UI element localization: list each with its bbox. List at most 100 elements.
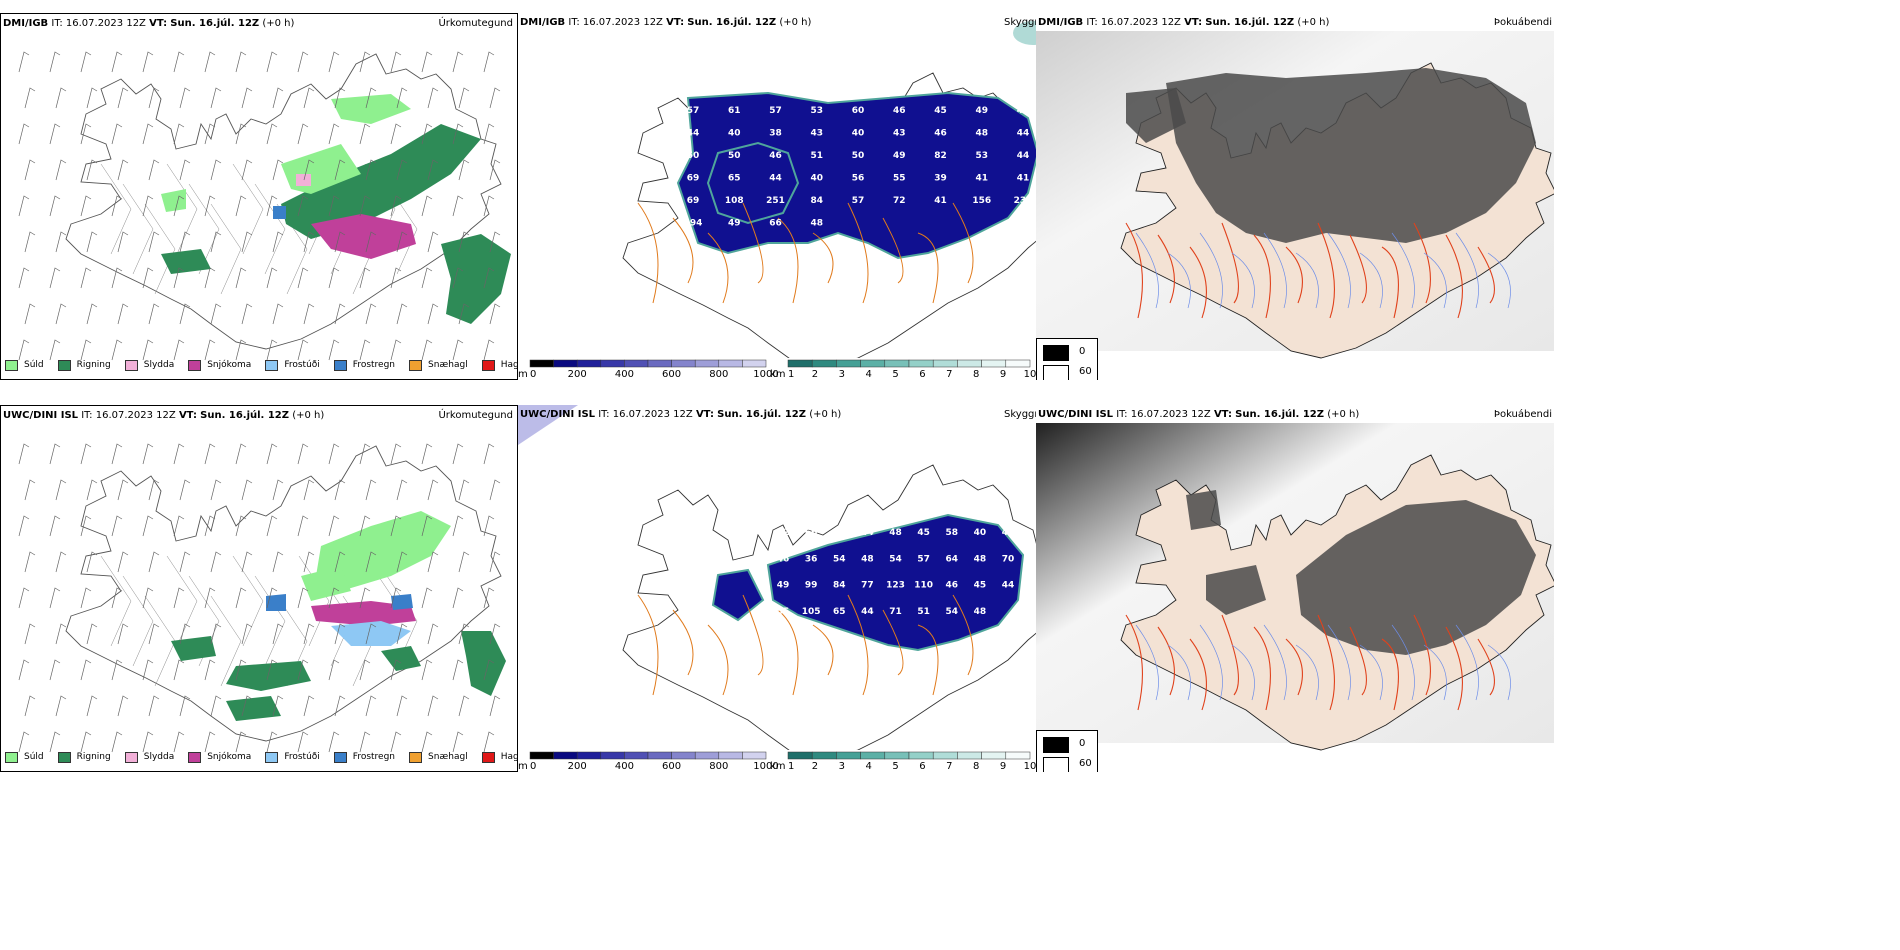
vt-value: Sun. 16.júl. 12Z: [687, 17, 777, 28]
legend-label: Haglél: [500, 752, 518, 762]
scale-tick-label: 1000: [753, 761, 778, 772]
cloud-base-label: 39: [934, 174, 947, 184]
legend-item-súld: Súld: [5, 359, 44, 371]
road-line: [1413, 222, 1431, 304]
road-line: [847, 202, 869, 304]
scale-tick-label: 5: [892, 369, 898, 380]
cloud-base-label: 61: [728, 106, 741, 116]
it-value: 16.07.2023 12Z: [1130, 409, 1211, 420]
colorbar-segment: [718, 359, 743, 368]
vt-label: VT:: [149, 18, 168, 29]
low-cloud-area: [766, 513, 1025, 652]
cloud-base-label: 156: [972, 196, 991, 206]
colorbar-segment: [600, 359, 625, 368]
legend-label: Frostúði: [284, 752, 320, 762]
scale-tick-label: 10: [1024, 369, 1036, 380]
cloud-base-label: 49: [893, 151, 906, 161]
cloud-base-map: 62 66 59 44 48 45 58 40 48 46 36 54 48 54 57 64 48 70 49 99…: [518, 405, 1036, 750]
cloud-base-label: 82: [934, 151, 947, 161]
vt-value: Sun. 16.júl. 12Z: [717, 409, 806, 420]
cloud-base-label: 123: [886, 581, 905, 591]
legend-swatch: [57, 359, 71, 371]
cloud-base-label: 54: [833, 554, 846, 564]
cloud-base-label: 50: [687, 151, 700, 161]
colorbar-segment: [624, 359, 649, 368]
scale-tick-label: 5: [892, 761, 898, 772]
river-line: [1263, 232, 1287, 309]
cloud-base-label: 44: [687, 129, 700, 139]
model-name: UWC/DINI ISL: [520, 409, 596, 420]
colorbar-segment: [836, 359, 861, 368]
legend-swatch: [265, 751, 279, 763]
variable-name: Úrkomutegund: [438, 18, 513, 29]
river-line: [1135, 624, 1159, 701]
river-line: [1391, 624, 1415, 701]
it-label: IT:: [1086, 17, 1098, 28]
legend-swatch: [409, 751, 423, 763]
cloud-base-label: 55: [777, 607, 790, 617]
legend-swatch: [333, 751, 347, 763]
colorbar-segment: [884, 359, 910, 368]
scale-tick-label: 7: [946, 761, 952, 772]
cloud-base-label: 48: [974, 607, 987, 617]
precip-area-frostregn: [273, 206, 286, 219]
precip-type-map: [18, 51, 511, 361]
cloud-base-label: 46: [777, 554, 790, 564]
scale-tick-label: 3: [839, 761, 845, 772]
precip-type-panel-bottom: UWC/DINI ISL IT: 16.07.2023 12Z VT: Sun.…: [0, 405, 518, 772]
vt-value: Sun. 16.júl. 12Z: [1235, 409, 1324, 420]
legend-label: Frostregn: [352, 752, 396, 762]
vt-value: Sun. 16.júl. 12Z: [1205, 17, 1295, 28]
legend-item-slydda: Slydda: [124, 751, 174, 763]
cloud-base-label: 50: [728, 151, 741, 161]
legend-swatch: [188, 359, 202, 371]
precip-area-súld: [316, 511, 451, 591]
cloud-base-label: 43: [810, 129, 823, 139]
fog-legend: 0 60: [1036, 730, 1098, 772]
low-cloud-area: [711, 568, 765, 622]
variable-name: Skyggni: [1004, 17, 1036, 28]
colorbar-segment: [787, 359, 813, 368]
it-label: IT:: [81, 410, 93, 421]
colorbar-segment: [811, 751, 837, 760]
cloud-base-label: 44: [861, 607, 874, 617]
river-line: [1359, 644, 1383, 701]
cloud-base-label: 65: [728, 174, 741, 184]
wind-barbs: [18, 443, 501, 753]
colorbar-segment: [811, 359, 837, 368]
scale-tick-label: 10: [1024, 761, 1036, 772]
road-line: [1157, 234, 1175, 304]
cloud-base-label: 36: [805, 554, 818, 564]
legend-item-frostúði: Frostúði: [265, 751, 320, 763]
cloud-base-label: 44: [861, 528, 874, 538]
road-line: [1125, 222, 1143, 319]
legend-swatch: [409, 359, 423, 371]
legend-label: Snjókoma: [207, 752, 252, 762]
road-line: [1445, 626, 1463, 711]
scale-tick-label: 1000: [753, 369, 778, 380]
colorbar-segment: [860, 751, 886, 760]
legend-label: Snæhagl: [428, 360, 468, 370]
road-line: [1445, 234, 1463, 319]
river-line: [1167, 644, 1191, 701]
precip-area-súld: [331, 94, 411, 124]
visibility-colorbar: km 1 2 3 4 5 6 7 8 9 10: [770, 751, 1036, 772]
offset: (+0 h): [262, 18, 295, 29]
fog-legend-label-0: 0: [1079, 738, 1086, 749]
cloud-base-label: 57: [852, 196, 865, 206]
colorbar-segment: [647, 359, 672, 368]
colorbar-segment: [908, 359, 934, 368]
fog-area: [1126, 88, 1186, 143]
legend-swatch: [124, 751, 138, 763]
river-line: [1359, 252, 1383, 309]
model-name: UWC/DINI ISL: [3, 410, 79, 421]
cloud-base-label: 84: [810, 196, 823, 206]
fog-index-panel-bottom: UWC/DINI ISL IT: 16.07.2023 12Z VT: Sun.…: [1036, 405, 1554, 772]
colorbar-segment: [908, 751, 934, 760]
river-line: [1135, 232, 1159, 309]
road-line: [637, 594, 659, 696]
legend-item-frostregn: Frostregn: [333, 751, 396, 763]
low-cloud-area: [706, 141, 800, 225]
cloud-base-label: 41: [1017, 174, 1030, 184]
cloud-base-label: 48: [889, 528, 902, 538]
